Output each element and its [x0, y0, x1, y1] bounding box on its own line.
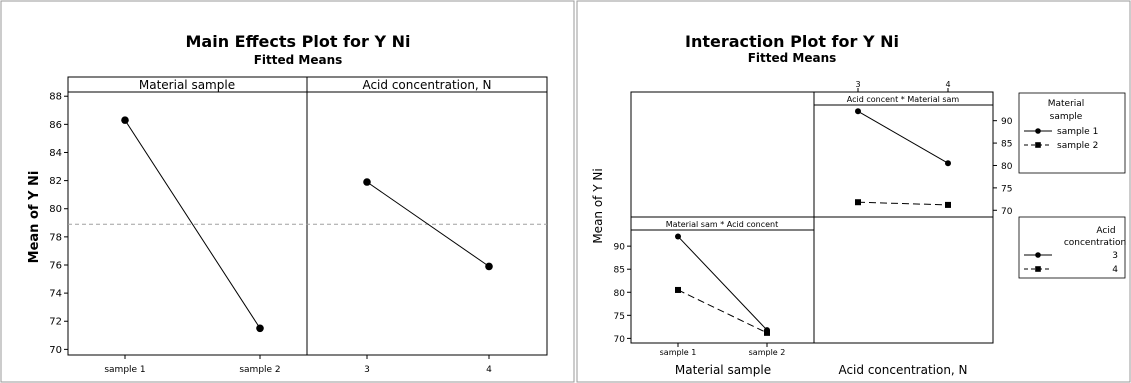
x-tick-label: sample 1 [660, 348, 697, 357]
main-effects-title: Main Effects Plot for Y Ni [186, 32, 411, 51]
interaction-line [857, 201, 949, 206]
x-tick-label: sample 2 [239, 365, 280, 375]
x-tick-label: sample 1 [104, 365, 145, 375]
legend-title-line: Material [1048, 99, 1085, 109]
interaction-point [764, 329, 770, 336]
legend-title-line: Acid [1096, 226, 1115, 236]
y-tick-label: 90 [1001, 117, 1013, 127]
legend-entry-label: sample 1 [1057, 127, 1098, 137]
interaction-x-axis-label-right: Acid concentration, N [838, 363, 967, 377]
legend-entry-label: 3 [1112, 251, 1118, 261]
interaction-x-axis-label-left: Material sample [675, 363, 771, 377]
y-tick-label: 76 [49, 260, 62, 271]
main-effects-frame [0, 0, 575, 383]
y-tick-label: 70 [614, 335, 626, 345]
main-effect-point [485, 262, 493, 271]
y-tick-label: 70 [49, 345, 62, 356]
y-tick-label: 70 [1001, 207, 1013, 217]
panel-label-acid-by-material: Acid concent * Material sam [847, 95, 960, 104]
x-tick-label: 4 [945, 80, 950, 89]
main-effect-point [256, 324, 264, 333]
interaction-point [675, 286, 681, 293]
legend-marker [1035, 128, 1041, 134]
interaction-subtitle: Fitted Means [748, 51, 837, 65]
y-tick-label: 90 [614, 243, 626, 253]
main-effects-y-axis-label: Mean of Y Ni [27, 171, 42, 264]
interaction-point [945, 160, 951, 167]
interaction-line [677, 289, 768, 334]
panel-label-material-by-acid: Material sam * Acid concent [666, 220, 778, 229]
y-tick-label: 85 [1001, 140, 1012, 150]
main-effects-x-ticks: sample 1 sample 2 3 4 [104, 355, 492, 375]
main-effect-line [366, 181, 490, 267]
y-tick-label: 78 [49, 232, 62, 243]
y-tick-label: 82 [49, 176, 62, 187]
legend-entry-label: 4 [1112, 265, 1118, 275]
interaction-frame [576, 0, 1131, 383]
y-tick-label: 84 [49, 148, 62, 159]
y-tick-label: 74 [49, 289, 62, 300]
main-effect-point [121, 116, 129, 124]
panel-label-material-sample: Material sample [139, 78, 235, 92]
x-tick-label: sample 2 [749, 348, 786, 357]
y-tick-label: 75 [1001, 184, 1012, 194]
main-effects-series [121, 116, 493, 333]
y-tick-label: 88 [49, 92, 62, 103]
legend-marker [1035, 266, 1041, 272]
x-tick-label: 3 [855, 80, 860, 89]
y-tick-label: 75 [614, 312, 625, 322]
y-tick-label: 80 [49, 204, 62, 215]
interaction-top-right-panel: 70 75 80 85 90 3 4 [855, 80, 1013, 217]
y-tick-label: 85 [614, 266, 625, 276]
main-effect-line [124, 119, 261, 329]
legend-entry-label: sample 2 [1057, 141, 1098, 151]
interaction-bottom-left-panel: 70 75 80 85 90 sample 1 sample 2 [614, 233, 786, 357]
x-tick-label: 4 [486, 365, 492, 375]
interaction-line [857, 110, 949, 164]
interaction-line [677, 236, 768, 331]
main-effects-y-ticks: 70 72 74 76 78 80 82 84 86 88 [49, 92, 68, 356]
x-tick-label: 3 [364, 365, 370, 375]
interaction-point [855, 199, 861, 206]
y-tick-label: 86 [49, 120, 62, 131]
legend-title-line: sample [1050, 112, 1083, 122]
legend-marker [1035, 142, 1041, 148]
interaction-y-axis-label: Mean of Y Ni [591, 168, 605, 243]
legend-title-line: concentration [1064, 238, 1126, 248]
interaction-legends: Material sample sample 1 sample 2 Acid concen… [1024, 99, 1126, 275]
interaction-point [945, 201, 951, 208]
y-tick-label: 80 [1001, 162, 1013, 172]
legend-marker [1035, 252, 1041, 258]
main-effects-subtitle: Fitted Means [254, 53, 343, 67]
interaction-point [675, 233, 681, 240]
interaction-title: Interaction Plot for Y Ni [685, 32, 899, 51]
interaction-point [855, 108, 861, 115]
main-effect-point [363, 178, 371, 186]
y-tick-label: 80 [614, 289, 626, 299]
y-tick-label: 72 [49, 317, 62, 328]
panel-label-acid-concentration: Acid concentration, N [362, 78, 491, 92]
